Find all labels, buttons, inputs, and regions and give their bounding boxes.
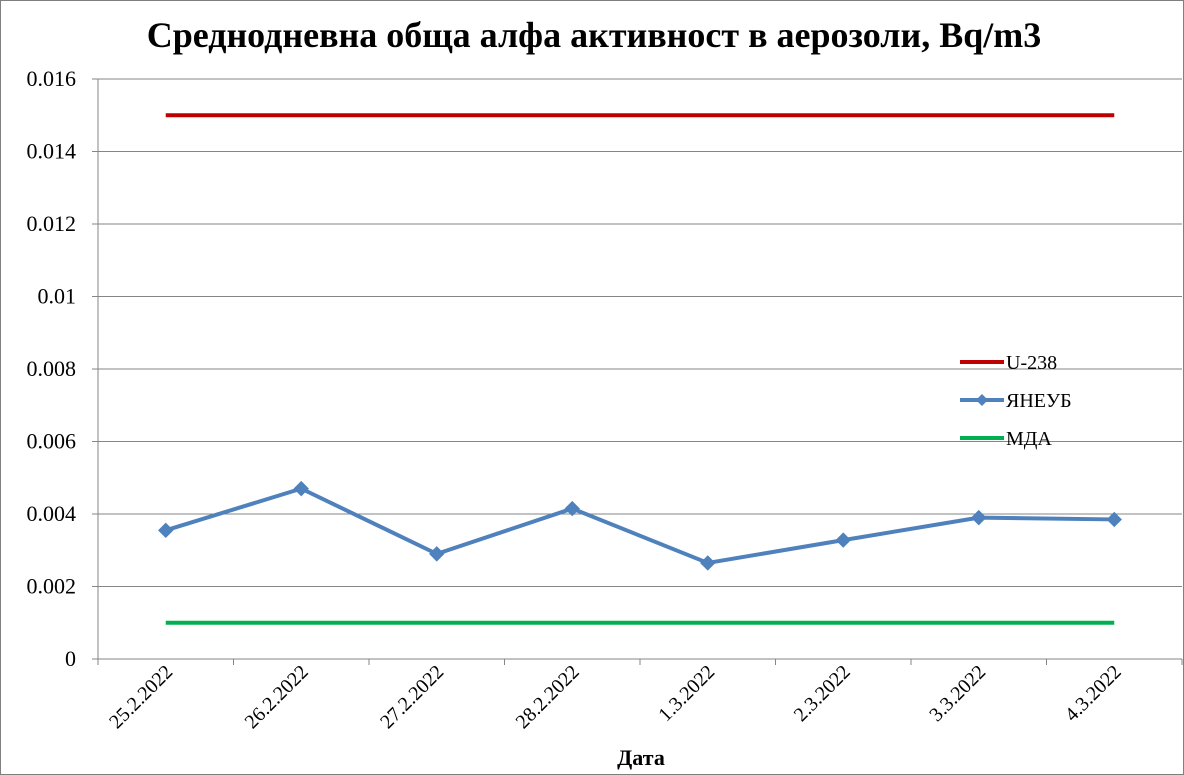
x-tick-label: 4.3.2022 xyxy=(1061,661,1126,726)
data-point xyxy=(158,522,174,539)
y-tick-label: 0.008 xyxy=(27,356,77,381)
data-point xyxy=(293,480,309,497)
legend-marker xyxy=(976,394,988,406)
data-point xyxy=(700,555,716,571)
chart-title: Среднодневна обща алфа активност в аероз… xyxy=(146,15,1042,55)
x-axis-title: Дата xyxy=(617,745,665,770)
x-tick-label: 27.2.2022 xyxy=(376,661,448,733)
x-tick-label: 1.3.2022 xyxy=(654,661,719,726)
data-point xyxy=(1106,511,1122,528)
data-point xyxy=(971,509,987,526)
x-tick-label: 3.3.2022 xyxy=(925,661,990,726)
y-tick-label: 0.004 xyxy=(27,501,77,526)
data-point xyxy=(835,532,851,548)
data-point xyxy=(429,546,445,562)
y-tick-label: 0 xyxy=(65,646,76,671)
legend-label: МДА xyxy=(1006,428,1052,450)
x-tick-label: 26.2.2022 xyxy=(241,661,313,733)
x-tick-label: 25.2.2022 xyxy=(105,661,177,733)
x-tick-label: 2.3.2022 xyxy=(790,661,855,726)
y-tick-label: 0.016 xyxy=(27,66,77,91)
x-tick-label: 28.2.2022 xyxy=(512,661,584,733)
y-tick-label: 0.01 xyxy=(38,284,77,309)
y-tick-label: 0.014 xyxy=(27,139,77,164)
legend-label: ЯНЕУБ xyxy=(1006,390,1072,412)
y-tick-label: 0.006 xyxy=(27,429,77,454)
data-point xyxy=(564,500,580,517)
y-tick-label: 0.002 xyxy=(27,574,77,599)
series-line-1 xyxy=(165,486,1115,565)
y-tick-label: 0.012 xyxy=(27,211,77,236)
legend-label: U-238 xyxy=(1006,352,1057,374)
